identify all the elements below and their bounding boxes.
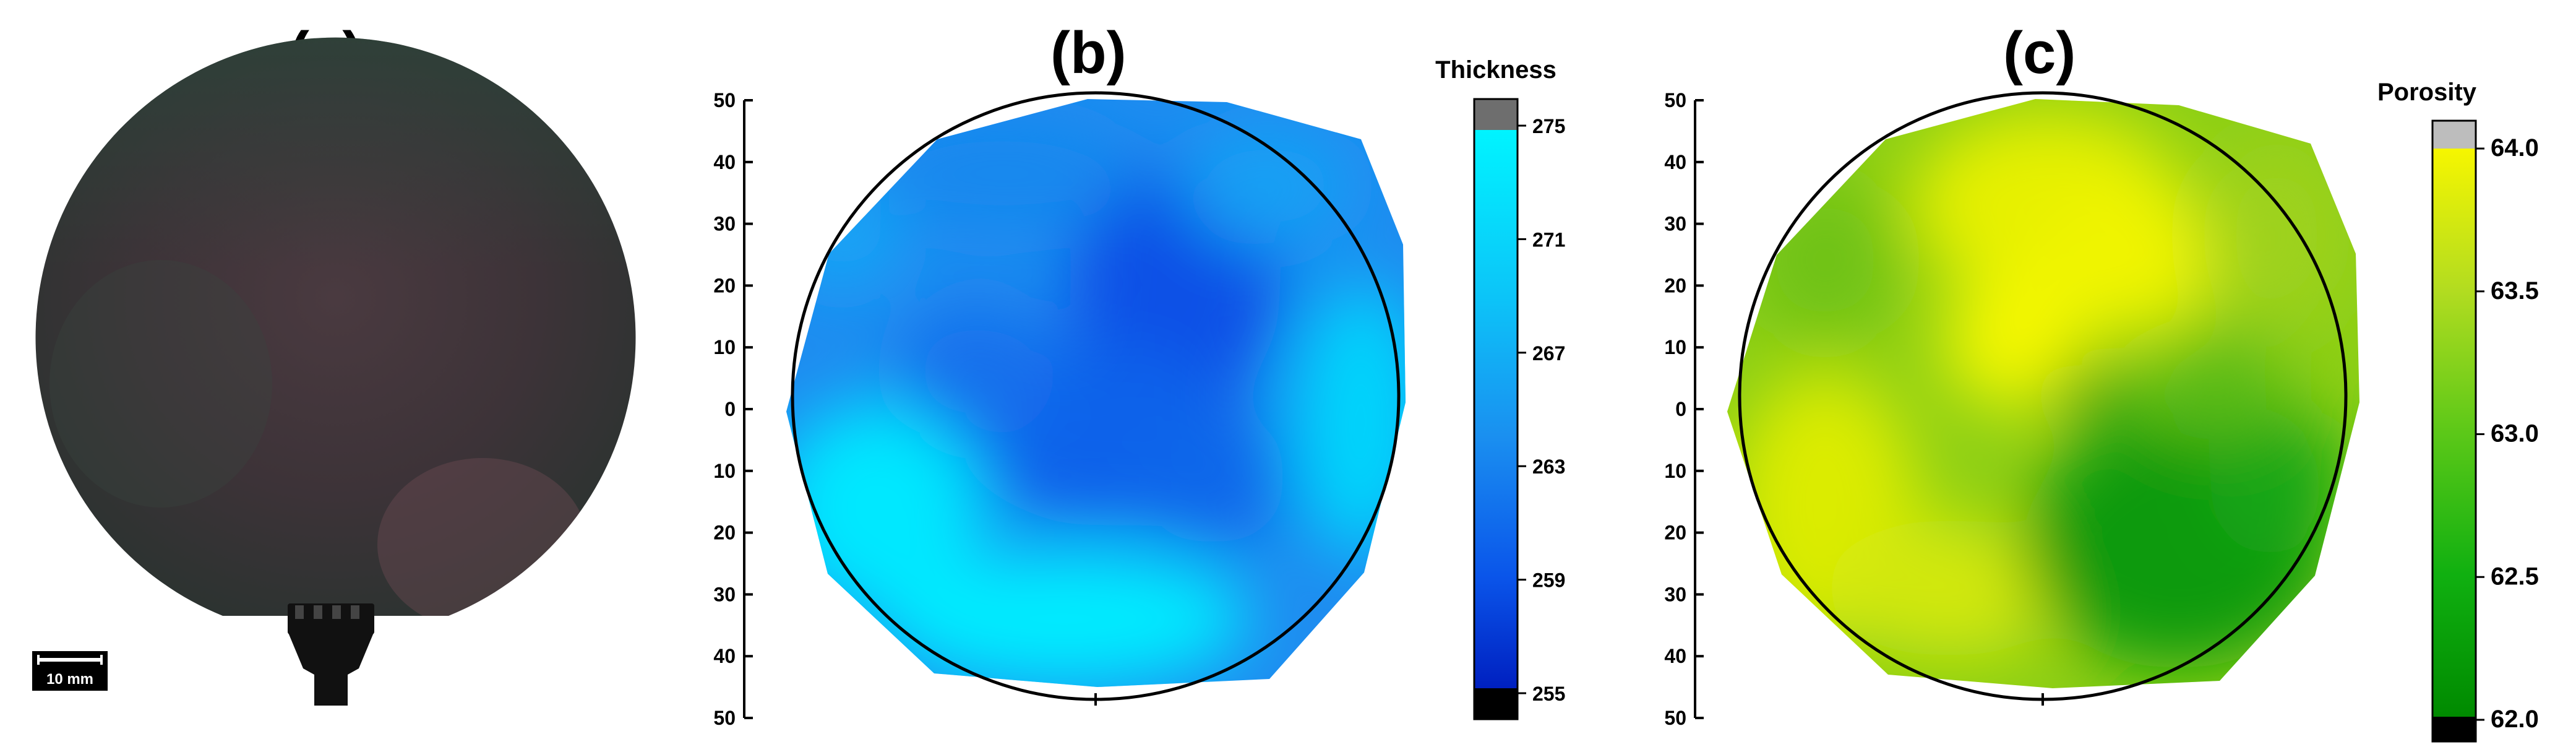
colorbar-c-tick-label-1: 63.5 [2491,277,2539,305]
y-axis-b-tick-label-10: 50 [713,707,736,729]
y-axis-c-tick-label-8: 30 [1664,583,1686,605]
y-axis-c-tick-label-5: 0 [1675,398,1686,420]
y-axis-c-tick-label-1: 40 [1664,151,1686,173]
panel-label-c: (c) [2003,20,2076,86]
y-axis-b-tick-label-8: 30 [713,583,736,605]
y-axis-c-tick-label-0: 50 [1664,89,1686,111]
colorbar-c-tick-label-4: 62.0 [2491,706,2539,733]
colorbar-b-tick-label-1: 271 [1532,228,1565,251]
porosity-map [1727,91,2359,706]
colorbar-title-c: Porosity [2377,79,2477,106]
colorbar-b: Thickness 275 271 267 263 259 255 [1435,56,1565,720]
y-axis-c-tick-label-3: 20 [1664,274,1686,296]
y-axis-c: 50 40 30 20 10 0 10 20 30 40 50 [1664,89,1704,729]
y-axis-c-tick-label-2: 30 [1664,213,1686,235]
colorbar-title-b: Thickness [1435,56,1556,84]
y-axis-b-tick-label-9: 40 [713,645,736,667]
y-axis-b-tick-label-3: 20 [713,274,736,296]
colorbar-b-tick-label-5: 255 [1532,683,1565,705]
y-axis-c-tick-label-9: 40 [1664,645,1686,667]
colorbar-b-tick-label-3: 263 [1532,456,1565,478]
wafer-photo [35,37,636,616]
scale-bar: 10 mm [32,651,108,691]
y-axis-c-tick-label-10: 50 [1664,707,1686,729]
colorbar-c-tick-label-2: 63.0 [2491,420,2539,447]
y-axis-b-tick-label-0: 50 [713,89,736,111]
colorbar-c-tick-label-3: 62.5 [2491,563,2539,590]
y-axis-b-tick-label-1: 40 [713,151,736,173]
y-axis-b-tick-label-2: 30 [713,213,736,235]
y-axis-c-tick-label-7: 20 [1664,522,1686,544]
y-axis-c-tick-label-6: 10 [1664,460,1686,482]
y-axis-b-tick-label-7: 20 [713,522,736,544]
thickness-map [786,91,1406,706]
probe-connector [288,603,374,706]
y-axis-b-tick-label-5: 0 [724,398,736,420]
colorbar-b-tick-label-0: 275 [1532,115,1565,137]
panel-label-b: (b) [1050,20,1127,86]
colorbar-c-tick-label-0: 64.0 [2491,134,2539,162]
y-axis-c-tick-label-4: 10 [1664,336,1686,358]
colorbar-b-tick-label-2: 267 [1532,342,1565,365]
y-axis-b: 50 40 30 20 10 0 10 20 30 40 50 [713,89,753,729]
scale-bar-label: 10 mm [46,671,93,688]
colorbar-b-tick-label-4: 259 [1532,569,1565,592]
y-axis-b-tick-label-4: 10 [713,336,736,358]
colorbar-c: Porosity 64.0 63.5 63.0 62.5 62.0 [2377,79,2539,743]
y-axis-b-tick-label-6: 10 [713,460,736,482]
